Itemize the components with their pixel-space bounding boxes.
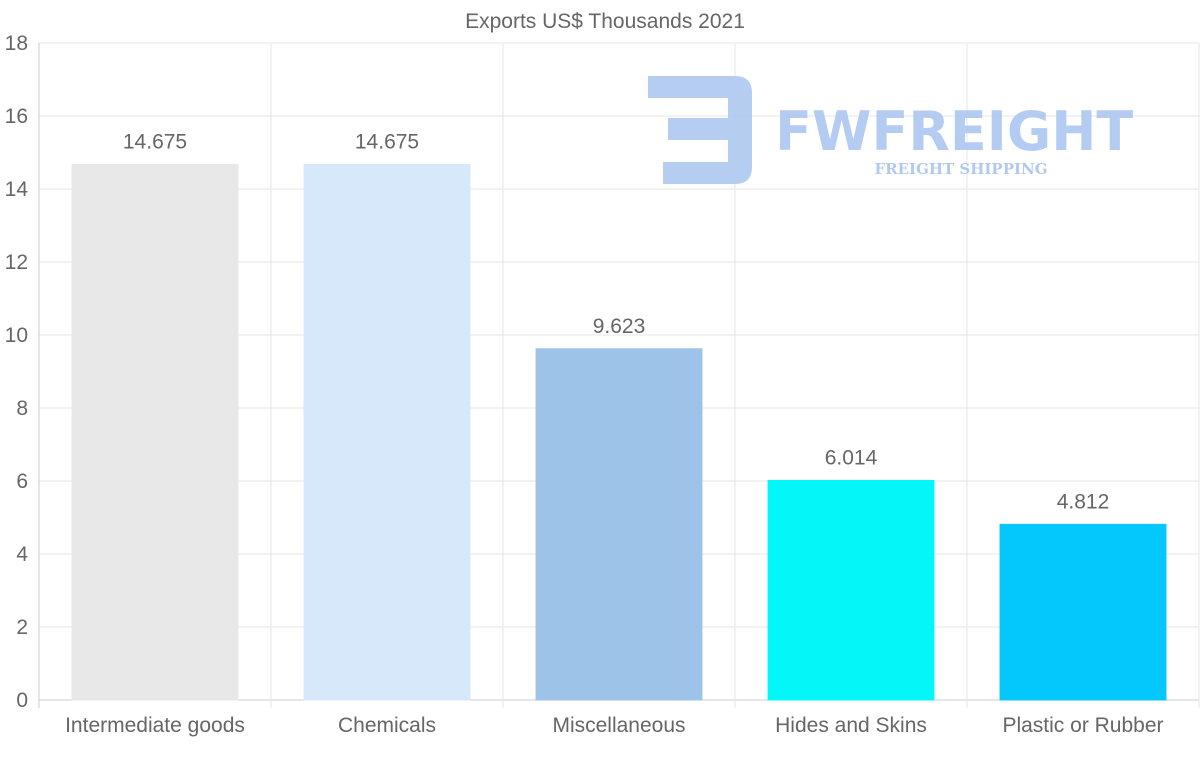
fwfreight-watermark: FWFREIGHT FREIGHT SHIPPING xyxy=(648,76,1133,184)
y-tick-label: 2 xyxy=(16,616,28,639)
x-tick-label: Chemicals xyxy=(338,714,436,737)
data-label: 4.812 xyxy=(1057,490,1110,513)
fwfreight-logo-icon xyxy=(648,76,752,184)
y-tick-label: 14 xyxy=(5,178,29,201)
bars xyxy=(71,163,1167,701)
y-tick-label: 16 xyxy=(5,105,28,128)
watermark-tagline: FREIGHT SHIPPING xyxy=(874,160,1047,178)
x-tick-label: Plastic or Rubber xyxy=(1002,714,1163,737)
data-label: 14.675 xyxy=(355,130,419,153)
chart-title: Exports US$ Thousands 2021 xyxy=(465,10,745,33)
y-tick-label: 6 xyxy=(16,470,28,493)
data-label: 6.014 xyxy=(825,446,878,469)
bar-plastic-or-rubber[interactable] xyxy=(999,523,1167,701)
x-tick-label: Intermediate goods xyxy=(65,714,245,737)
bar-chemicals[interactable] xyxy=(303,163,471,701)
y-tick-label: 4 xyxy=(16,543,28,566)
bar-intermediate-goods[interactable] xyxy=(71,163,239,701)
y-tick-label: 12 xyxy=(5,251,28,274)
watermark-brand: FWFREIGHT xyxy=(775,100,1133,163)
y-tick-label: 0 xyxy=(16,689,28,712)
y-tick-label: 8 xyxy=(16,397,28,420)
data-label: 14.675 xyxy=(123,130,187,153)
bar-miscellaneous[interactable] xyxy=(535,348,703,701)
bar-hides-and-skins[interactable] xyxy=(767,479,935,701)
x-tick-label: Miscellaneous xyxy=(552,714,685,737)
data-label: 9.623 xyxy=(593,315,646,338)
y-tick-label: 18 xyxy=(5,32,28,55)
y-tick-label: 10 xyxy=(5,324,28,347)
labels: 0 2 4 6 8 10 12 14 16 18 14.675 Intermediate goods 1… xyxy=(5,32,1164,737)
x-tick-label: Hides and Skins xyxy=(775,714,927,737)
